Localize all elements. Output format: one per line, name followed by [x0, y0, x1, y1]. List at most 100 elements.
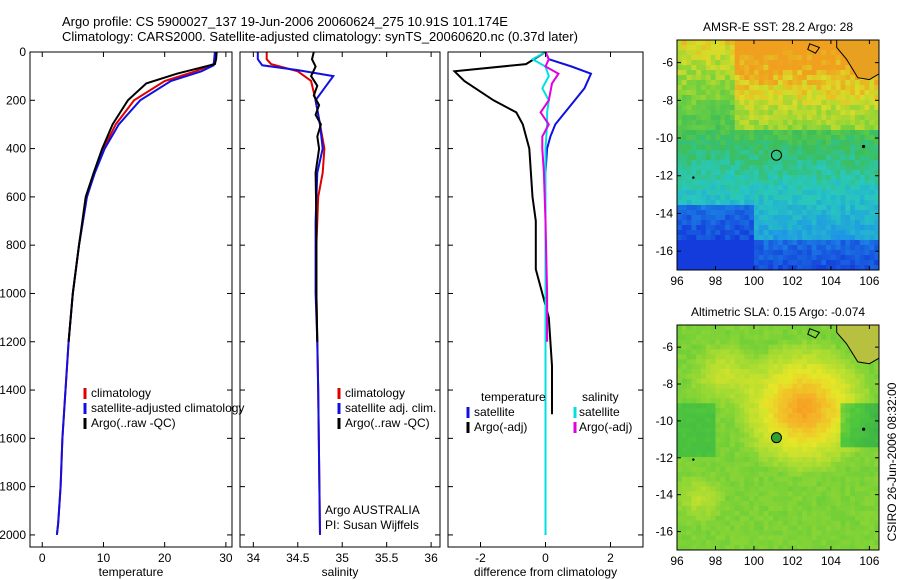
heatmap-cell	[859, 205, 865, 211]
heatmap-cell	[782, 175, 789, 181]
heatmap-cell	[782, 413, 789, 419]
heatmap-cells	[677, 40, 880, 271]
heatmap-cell	[701, 432, 707, 438]
heatmap-cell	[826, 145, 832, 151]
y-tick-label: 800	[6, 238, 26, 252]
heatmap-cell	[729, 545, 736, 551]
heatmap-cell	[869, 235, 875, 241]
heatmap-cell	[778, 452, 784, 458]
heatmap-cell	[835, 378, 841, 385]
heatmap-cell	[768, 329, 774, 336]
heatmap-cell	[830, 160, 837, 166]
heatmap-cell	[850, 135, 856, 141]
heatmap-cell	[729, 250, 736, 256]
heatmap-cell	[782, 185, 789, 191]
heatmap-cell	[729, 339, 736, 345]
heatmap-cell	[749, 175, 755, 181]
heatmap-cell	[874, 210, 880, 216]
heatmap-cell	[821, 105, 827, 111]
heatmap-cell	[802, 359, 808, 365]
heatmap-cell	[753, 175, 760, 181]
heatmap-cell	[869, 90, 875, 96]
heatmap-cell	[802, 80, 808, 86]
heatmap-cell	[758, 442, 764, 448]
heatmap-cell	[686, 235, 692, 241]
heatmap-cell	[744, 140, 750, 146]
heatmap-cell	[725, 359, 731, 365]
heatmap-cell	[773, 373, 779, 380]
heatmap-cell	[826, 344, 832, 350]
heatmap-cell	[792, 325, 798, 331]
heatmap-cell	[821, 130, 827, 136]
heatmap-cell	[797, 388, 803, 394]
heatmap-cell	[710, 378, 716, 385]
heatmap-cell	[859, 427, 865, 434]
heatmap-cell	[715, 110, 721, 116]
heatmap-cell	[859, 403, 865, 409]
heatmap-cell	[850, 408, 856, 414]
heatmap-cell	[802, 515, 808, 522]
heatmap-cell	[686, 165, 692, 171]
heatmap-cell	[778, 80, 784, 86]
y-tick-label: 600	[6, 190, 26, 204]
heatmap-cell	[710, 437, 716, 443]
heatmap-cell	[749, 515, 755, 522]
heatmap-cell	[797, 195, 803, 201]
heatmap-cell	[768, 135, 774, 141]
heatmap-cell	[816, 437, 822, 443]
heatmap-cell	[729, 155, 736, 161]
heatmap-cell	[749, 200, 755, 206]
heatmap-cell	[734, 505, 740, 512]
heatmap-cell	[705, 520, 712, 526]
heatmap-cell	[864, 442, 870, 448]
heatmap-cell	[874, 505, 880, 512]
heatmap-cell	[710, 452, 716, 458]
heatmap-cell	[715, 90, 721, 96]
heatmap-cell	[845, 265, 851, 271]
heatmap-cell	[778, 215, 784, 221]
heatmap-cell	[869, 476, 875, 482]
heatmap-cell	[787, 235, 793, 241]
legend-label: Argo(..raw -QC)	[345, 416, 430, 430]
heatmap-cell	[729, 125, 736, 131]
heatmap-cell	[806, 457, 813, 463]
heatmap-cell	[787, 481, 793, 487]
heatmap-cell	[797, 373, 803, 380]
heatmap-cell	[715, 215, 721, 221]
heatmap-cell	[840, 155, 846, 161]
heatmap-cell	[811, 364, 817, 370]
heatmap-cell	[691, 65, 697, 71]
heatmap-cell	[768, 225, 774, 231]
heatmap-cell	[835, 505, 841, 512]
heatmap-cell	[806, 175, 813, 181]
heatmap-cell	[734, 378, 740, 385]
heatmap-cell	[816, 145, 822, 151]
heatmap-cell	[710, 85, 716, 91]
heatmap-cell	[725, 417, 731, 424]
heatmap-cell	[816, 265, 822, 271]
heatmap-cell	[840, 215, 846, 221]
heatmap-cell	[720, 255, 726, 261]
heatmap-cell	[734, 50, 740, 56]
heatmap-cell	[850, 140, 856, 146]
heatmap-cell	[778, 447, 784, 453]
heatmap-cell	[696, 195, 702, 201]
heatmap-cell	[705, 65, 712, 71]
heatmap-cell	[874, 190, 880, 196]
heatmap-cell	[758, 55, 764, 61]
heatmap-cell	[787, 185, 793, 191]
heatmap-cell	[840, 369, 846, 375]
heatmap-cell	[686, 205, 692, 211]
heatmap-cell	[691, 520, 697, 526]
heatmap-cell	[811, 165, 817, 171]
heatmap-cell	[768, 55, 774, 61]
heatmap-cell	[720, 135, 726, 141]
heatmap-cell	[811, 354, 817, 360]
heatmap-cell	[768, 540, 774, 546]
heatmap-cell	[811, 471, 817, 478]
heatmap-cell	[749, 349, 755, 355]
heatmap-cell	[830, 95, 837, 101]
heatmap-cell	[835, 334, 841, 341]
heatmap-cell	[739, 515, 745, 522]
heatmap-cell	[739, 525, 745, 531]
